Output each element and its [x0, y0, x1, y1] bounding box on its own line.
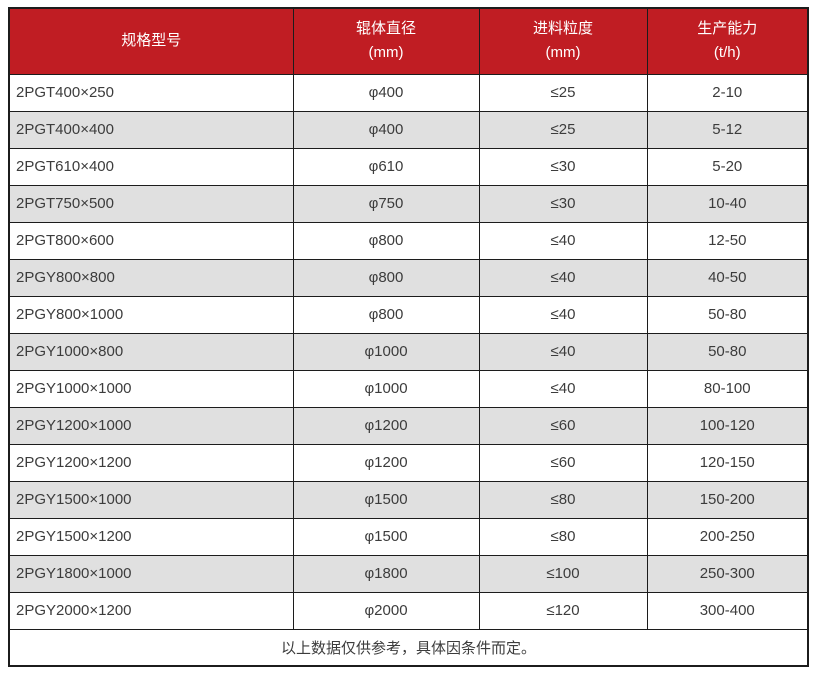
- diameter-cell: φ750: [292, 184, 480, 223]
- table-row: 2PGY1200×1200 φ1200 ≤60 120-150: [8, 443, 809, 482]
- diameter-cell: φ1800: [292, 554, 480, 593]
- model-cell: 2PGY800×1000: [8, 295, 294, 334]
- header-feed-unit: (mm): [545, 44, 581, 62]
- capacity-cell: 80-100: [646, 369, 809, 408]
- footer-row: 以上数据仅供参考，具体因条件而定。: [8, 628, 809, 667]
- model-cell: 2PGT400×400: [8, 110, 294, 149]
- table-row: 2PGT750×500 φ750 ≤30 10-40: [8, 184, 809, 223]
- model-cell: 2PGY2000×1200: [8, 591, 294, 630]
- diameter-cell: φ610: [292, 147, 480, 186]
- capacity-cell: 2-10: [646, 73, 809, 112]
- model-cell: 2PGY1800×1000: [8, 554, 294, 593]
- diameter-cell: φ800: [292, 295, 480, 334]
- header-diameter-title: 辊体直径: [355, 20, 416, 38]
- capacity-cell: 50-80: [646, 295, 809, 334]
- model-cell: 2PGY1000×800: [8, 332, 294, 371]
- feed-cell: ≤40: [478, 369, 648, 408]
- header-diameter: 辊体直径 (mm): [292, 7, 480, 75]
- table-row: 2PGY1800×1000 φ1800 ≤100 250-300: [8, 554, 809, 593]
- model-cell: 2PGY1000×1000: [8, 369, 294, 408]
- diameter-cell: φ400: [292, 73, 480, 112]
- table-row: 2PGY1000×800 φ1000 ≤40 50-80: [8, 332, 809, 371]
- feed-cell: ≤100: [478, 554, 648, 593]
- feed-cell: ≤25: [478, 110, 648, 149]
- spec-table-body: 2PGT400×250 φ400 ≤25 2-10 2PGT400×400 φ400 ≤25…: [8, 73, 809, 630]
- capacity-cell: 200-250: [646, 517, 809, 556]
- feed-cell: ≤40: [478, 332, 648, 371]
- feed-cell: ≤40: [478, 258, 648, 297]
- feed-cell: ≤80: [478, 480, 648, 519]
- table-row: 2PGT800×600 φ800 ≤40 12-50: [8, 221, 809, 260]
- diameter-cell: φ2000: [292, 591, 480, 630]
- table-row: 2PGY1200×1000 φ1200 ≤60 100-120: [8, 406, 809, 445]
- capacity-cell: 300-400: [646, 591, 809, 630]
- feed-cell: ≤30: [478, 147, 648, 186]
- capacity-cell: 150-200: [646, 480, 809, 519]
- capacity-cell: 250-300: [646, 554, 809, 593]
- model-cell: 2PGY1200×1200: [8, 443, 294, 482]
- page: 规格型号 辊体直径 (mm) 进料粒度 (mm) 生产能力 (t/h) 2PGT…: [8, 7, 809, 667]
- table-row: 2PGT400×250 φ400 ≤25 2-10: [8, 73, 809, 112]
- feed-cell: ≤40: [478, 295, 648, 334]
- capacity-cell: 100-120: [646, 406, 809, 445]
- diameter-cell: φ400: [292, 110, 480, 149]
- feed-cell: ≤25: [478, 73, 648, 112]
- table-row: 2PGY2000×1200 φ2000 ≤120 300-400: [8, 591, 809, 630]
- header-feed-title: 进料粒度: [532, 20, 593, 38]
- diameter-cell: φ800: [292, 258, 480, 297]
- capacity-cell: 5-12: [646, 110, 809, 149]
- header-row: 规格型号 辊体直径 (mm) 进料粒度 (mm) 生产能力 (t/h): [8, 7, 809, 75]
- model-cell: 2PGT800×600: [8, 221, 294, 260]
- header-feed: 进料粒度 (mm): [478, 7, 648, 75]
- capacity-cell: 5-20: [646, 147, 809, 186]
- diameter-cell: φ1200: [292, 443, 480, 482]
- table-row: 2PGY1500×1200 φ1500 ≤80 200-250: [8, 517, 809, 556]
- feed-cell: ≤30: [478, 184, 648, 223]
- capacity-cell: 10-40: [646, 184, 809, 223]
- feed-cell: ≤40: [478, 221, 648, 260]
- capacity-cell: 40-50: [646, 258, 809, 297]
- footer-note: 以上数据仅供参考，具体因条件而定。: [8, 628, 809, 667]
- model-cell: 2PGT610×400: [8, 147, 294, 186]
- diameter-cell: φ1500: [292, 480, 480, 519]
- feed-cell: ≤60: [478, 443, 648, 482]
- table-row: 2PGY1000×1000 φ1000 ≤40 80-100: [8, 369, 809, 408]
- model-cell: 2PGY1200×1000: [8, 406, 294, 445]
- table-row: 2PGY800×800 φ800 ≤40 40-50: [8, 258, 809, 297]
- table-row: 2PGT400×400 φ400 ≤25 5-12: [8, 110, 809, 149]
- diameter-cell: φ1000: [292, 332, 480, 371]
- model-cell: 2PGY800×800: [8, 258, 294, 297]
- feed-cell: ≤80: [478, 517, 648, 556]
- table-row: 2PGY800×1000 φ800 ≤40 50-80: [8, 295, 809, 334]
- capacity-cell: 12-50: [646, 221, 809, 260]
- model-cell: 2PGY1500×1000: [8, 480, 294, 519]
- diameter-cell: φ1500: [292, 517, 480, 556]
- table-row: 2PGY1500×1000 φ1500 ≤80 150-200: [8, 480, 809, 519]
- header-model: 规格型号: [8, 7, 294, 75]
- model-cell: 2PGT750×500: [8, 184, 294, 223]
- header-capacity-title: 生产能力: [697, 20, 758, 38]
- capacity-cell: 120-150: [646, 443, 809, 482]
- header-capacity: 生产能力 (t/h): [646, 7, 809, 75]
- diameter-cell: φ1000: [292, 369, 480, 408]
- diameter-cell: φ800: [292, 221, 480, 260]
- header-capacity-unit: (t/h): [713, 44, 741, 62]
- feed-cell: ≤60: [478, 406, 648, 445]
- model-cell: 2PGY1500×1200: [8, 517, 294, 556]
- model-cell: 2PGT400×250: [8, 73, 294, 112]
- table-row: 2PGT610×400 φ610 ≤30 5-20: [8, 147, 809, 186]
- spec-table-header: 规格型号 辊体直径 (mm) 进料粒度 (mm) 生产能力 (t/h): [8, 7, 809, 75]
- capacity-cell: 50-80: [646, 332, 809, 371]
- header-diameter-unit: (mm): [368, 44, 404, 62]
- spec-table-footer: 以上数据仅供参考，具体因条件而定。: [8, 628, 809, 667]
- diameter-cell: φ1200: [292, 406, 480, 445]
- header-model-title: 规格型号: [121, 32, 182, 50]
- spec-table: 规格型号 辊体直径 (mm) 进料粒度 (mm) 生产能力 (t/h) 2PGT…: [8, 7, 809, 667]
- feed-cell: ≤120: [478, 591, 648, 630]
